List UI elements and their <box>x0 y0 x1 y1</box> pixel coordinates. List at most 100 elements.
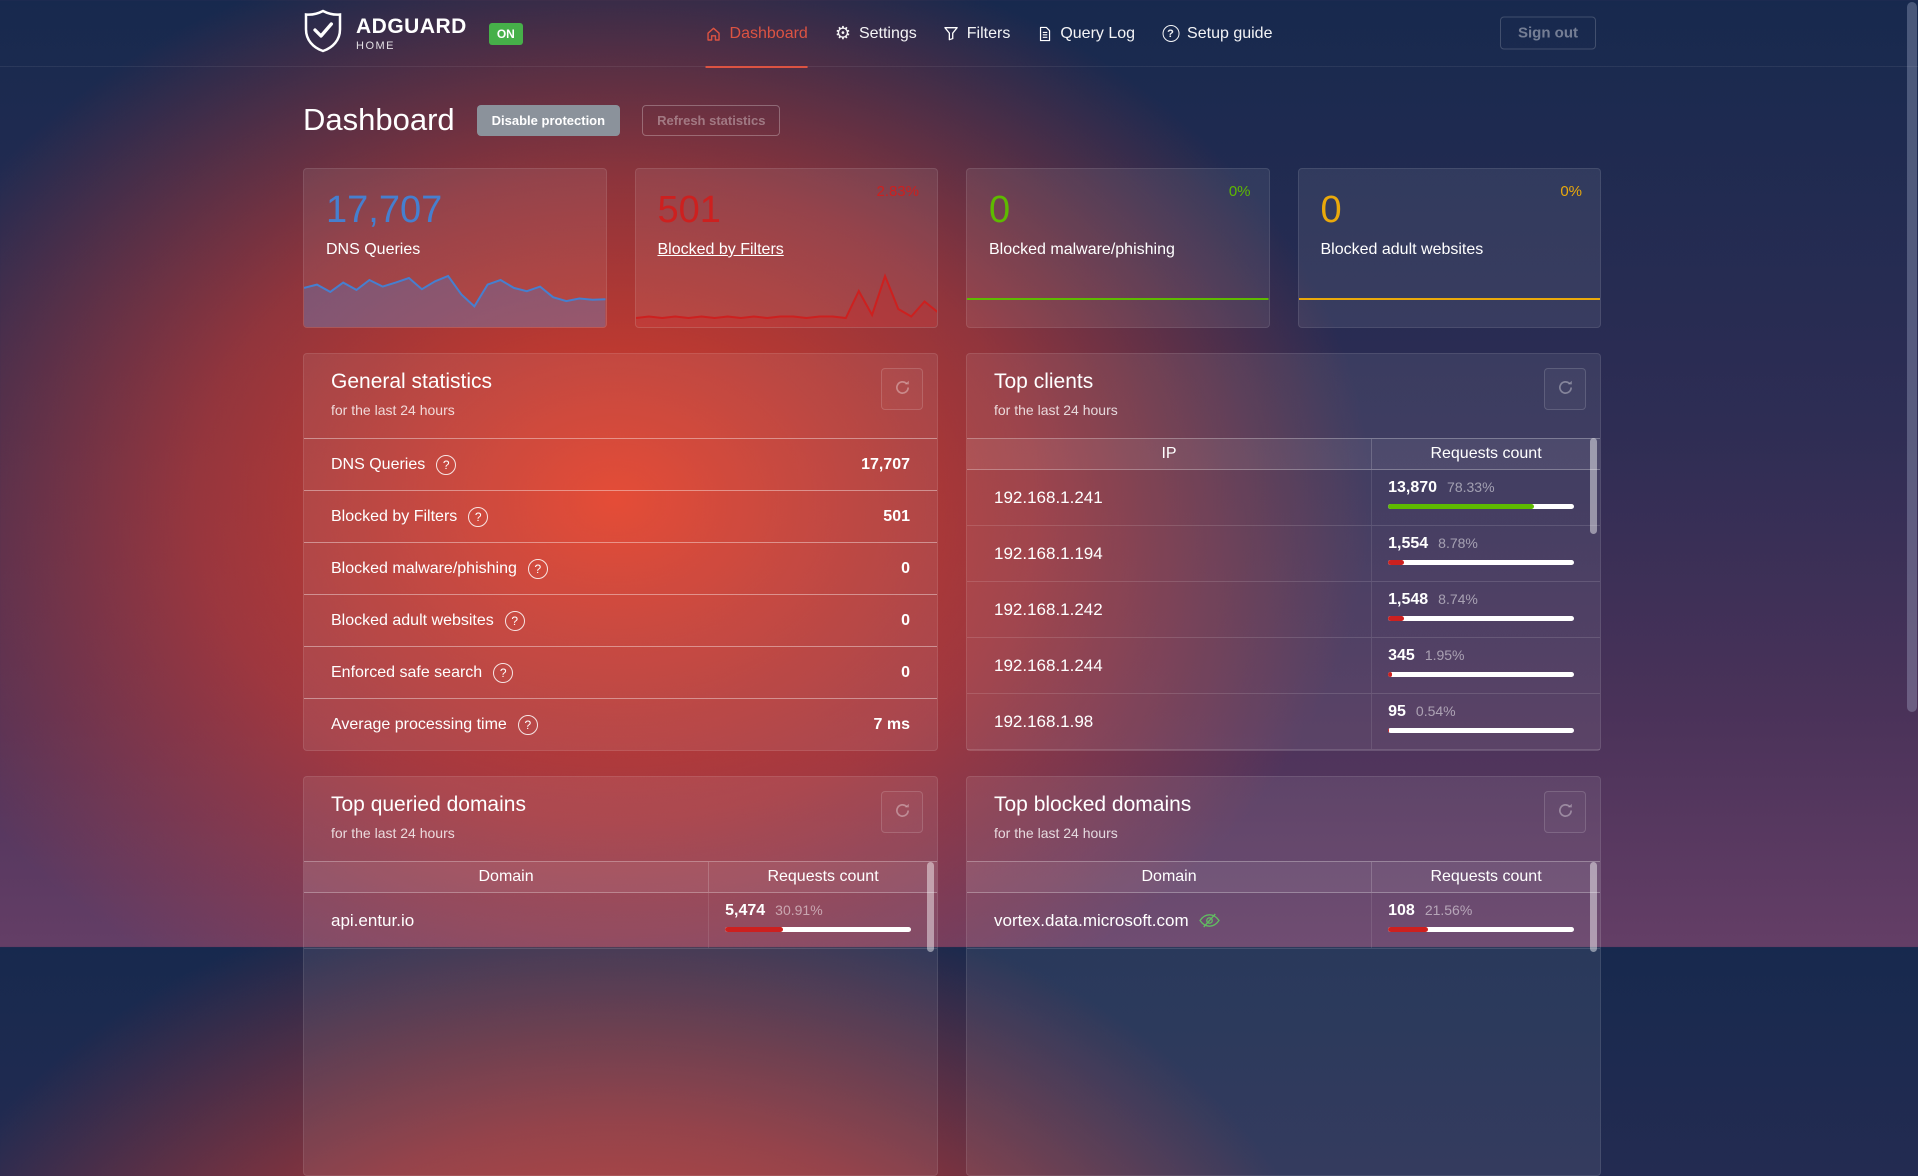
stat-card-percent: 2.83% <box>876 183 919 200</box>
nav-item-dashboard[interactable]: Dashboard <box>705 0 809 68</box>
help-icon[interactable]: ? <box>468 506 489 527</box>
help-icon[interactable]: ? <box>493 662 514 683</box>
request-count: 1,548 <box>1388 591 1429 608</box>
table-header: Domain Requests count <box>304 861 937 893</box>
table-header: IP Requests count <box>967 438 1600 470</box>
panel-subtitle: for the last 24 hours <box>994 825 1118 841</box>
stat-card-percent: 0% <box>1228 183 1251 200</box>
top-nav: ADGUARD HOME ON Dashboard ⚙ Settings Fil… <box>0 0 1918 68</box>
domain-name: api.entur.io <box>304 893 710 948</box>
stat-row-value: 17,707 <box>861 455 910 473</box>
stat-card-value: 501 <box>657 189 721 231</box>
table-scrollbar[interactable] <box>1590 438 1597 534</box>
dns-queries-sparkline <box>304 272 606 327</box>
table-row: 192.168.1.241 13,870 78.33% <box>967 470 1600 526</box>
stat-card-value: 0 <box>1320 189 1342 231</box>
request-percent: 21.56% <box>1424 902 1473 918</box>
progress-bar <box>725 927 911 932</box>
refresh-icon <box>894 802 911 822</box>
refresh-statistics-button[interactable]: Refresh statistics <box>642 104 781 136</box>
top-clients-panel: Top clients for the last 24 hours IP Req… <box>966 353 1601 751</box>
nav-label: Filters <box>966 24 1011 42</box>
panel-subtitle: for the last 24 hours <box>331 825 455 841</box>
stat-row: Blocked malware/phishing? 0 <box>304 542 937 594</box>
panel-title: Top clients <box>994 370 1094 393</box>
shield-check-icon <box>303 9 343 58</box>
nav-item-setup-guide[interactable]: ? Setup guide <box>1162 0 1272 67</box>
stat-row: DNS Queries? 17,707 <box>304 438 937 490</box>
panel-title: General statistics <box>331 370 493 393</box>
request-percent: 30.91% <box>775 902 823 918</box>
nav-item-settings[interactable]: ⚙ Settings <box>835 0 917 67</box>
table-row: vortex.data.microsoft.com 108 21.56% <box>967 893 1600 949</box>
disable-protection-button[interactable]: Disable protection <box>476 104 621 136</box>
request-count: 108 <box>1388 902 1415 919</box>
panel-subtitle: for the last 24 hours <box>994 402 1118 418</box>
stat-row-value: 0 <box>901 663 910 681</box>
general-statistics-panel: General statistics for the last 24 hours… <box>303 353 938 751</box>
nav-item-filters[interactable]: Filters <box>944 0 1011 67</box>
dashboard-page: Dashboard Disable protection Refresh sta… <box>303 100 1601 1176</box>
table-row: 192.168.1.194 1,554 8.78% <box>967 526 1600 582</box>
stat-card-percent: 0% <box>1560 183 1582 200</box>
brand-logo[interactable]: ADGUARD HOME ON <box>303 0 523 67</box>
refresh-panel-button[interactable] <box>1544 791 1586 833</box>
panel-title: Top queried domains <box>331 793 526 816</box>
request-count: 5,474 <box>725 902 766 919</box>
sign-out-button[interactable]: Sign out <box>1500 16 1596 50</box>
stat-row-value: 0 <box>901 611 910 629</box>
nav-label: Dashboard <box>729 24 808 42</box>
stat-row: Blocked adult websites? 0 <box>304 594 937 646</box>
blocked-malware-sparkline <box>967 272 1269 327</box>
table-row: 192.168.1.244 345 1.95% <box>967 638 1600 694</box>
stat-card-label: DNS Queries <box>326 241 421 258</box>
help-icon[interactable]: ? <box>504 610 525 631</box>
client-ip: 192.168.1.244 <box>967 638 1373 693</box>
nav-label: Settings <box>858 24 917 42</box>
stat-card-blocked-by-filters: 2.83% 501 Blocked by Filters <box>634 168 938 328</box>
refresh-panel-button[interactable] <box>881 791 923 833</box>
table-row: 192.168.1.98 95 0.54% <box>967 694 1600 750</box>
stat-row-label: Enforced safe search <box>331 663 483 681</box>
refresh-panel-button[interactable] <box>1544 368 1586 410</box>
page-scrollbar-thumb[interactable] <box>1907 2 1917 712</box>
table-scrollbar[interactable] <box>927 862 934 952</box>
stat-row-value: 0 <box>901 559 910 577</box>
stat-row: Average processing time? 7 ms <box>304 698 937 750</box>
top-queried-domains-panel: Top queried domains for the last 24 hour… <box>303 776 938 1176</box>
progress-bar <box>1388 728 1574 733</box>
client-ip: 192.168.1.194 <box>967 526 1373 581</box>
domain-name: vortex.data.microsoft.com <box>994 910 1189 930</box>
request-count: 345 <box>1388 647 1415 664</box>
stat-card-value: 17,707 <box>326 189 443 231</box>
help-icon[interactable]: ? <box>527 558 548 579</box>
refresh-panel-button[interactable] <box>881 368 923 410</box>
stat-row: Blocked by Filters? 501 <box>304 490 937 542</box>
blocked-by-filters-link[interactable]: Blocked by Filters <box>657 241 784 258</box>
request-count: 13,870 <box>1388 479 1438 496</box>
eye-off-icon[interactable] <box>1198 913 1220 928</box>
blocked-filters-sparkline <box>635 272 937 327</box>
table-row: api.entur.io 5,474 30.91% <box>304 893 937 949</box>
column-header-ip: IP <box>967 439 1373 469</box>
request-percent: 8.78% <box>1438 535 1478 551</box>
progress-bar <box>1388 672 1574 677</box>
funnel-icon <box>944 26 959 41</box>
help-icon[interactable]: ? <box>436 454 457 475</box>
nav-menu: Dashboard ⚙ Settings Filters Query Log ?… <box>705 0 1272 68</box>
blocked-adult-sparkline <box>1299 272 1601 327</box>
refresh-icon <box>894 379 911 399</box>
stat-row-value: 7 ms <box>873 715 910 733</box>
stat-card-blocked-adult: 0% 0 Blocked adult websites <box>1297 168 1601 328</box>
column-header-requests: Requests count <box>767 868 879 885</box>
help-circle-icon: ? <box>1162 25 1180 42</box>
nav-item-query-log[interactable]: Query Log <box>1037 0 1135 67</box>
table-scrollbar[interactable] <box>1590 862 1597 952</box>
gear-icon: ⚙ <box>834 22 851 44</box>
client-ip: 192.168.1.241 <box>967 470 1373 525</box>
progress-bar <box>1388 616 1574 621</box>
help-icon[interactable]: ? <box>517 714 538 735</box>
request-count: 95 <box>1388 703 1406 720</box>
stat-card-dns-queries: 17,707 DNS Queries <box>303 168 607 328</box>
stat-row-label: Blocked adult websites <box>331 611 494 629</box>
